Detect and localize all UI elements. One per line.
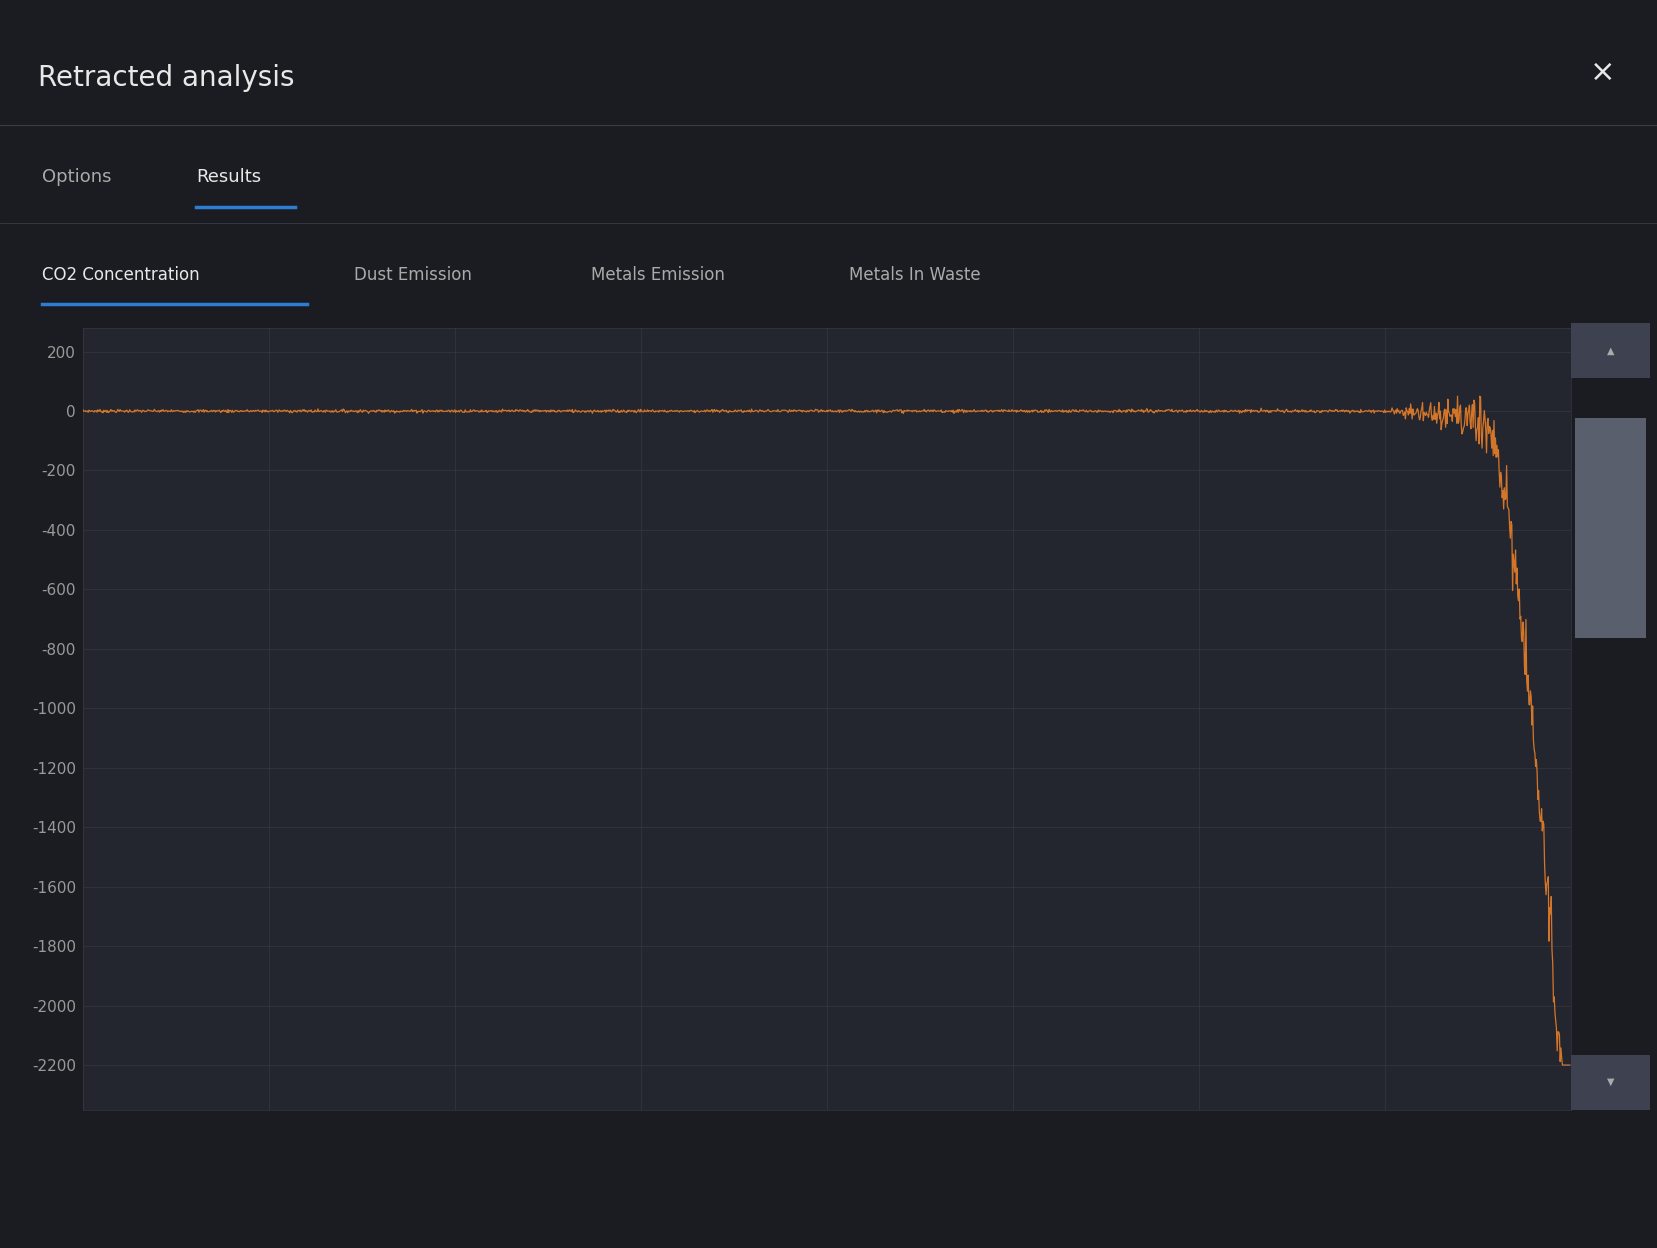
Bar <box>1574 418 1645 638</box>
Text: Retracted analysis: Retracted analysis <box>38 64 293 92</box>
Bar <box>1569 323 1649 378</box>
Text: Options: Options <box>41 168 111 186</box>
Text: ▼: ▼ <box>1606 1077 1614 1087</box>
Text: CO2 Concentration: CO2 Concentration <box>41 266 200 285</box>
Text: Dust Emission: Dust Emission <box>355 266 472 285</box>
Text: ▲: ▲ <box>1606 346 1614 356</box>
Text: Results: Results <box>196 168 260 186</box>
Text: ×: × <box>1589 57 1614 86</box>
Text: Metals In Waste: Metals In Waste <box>848 266 979 285</box>
Bar <box>1569 1055 1649 1109</box>
Text: Metals Emission: Metals Emission <box>590 266 724 285</box>
